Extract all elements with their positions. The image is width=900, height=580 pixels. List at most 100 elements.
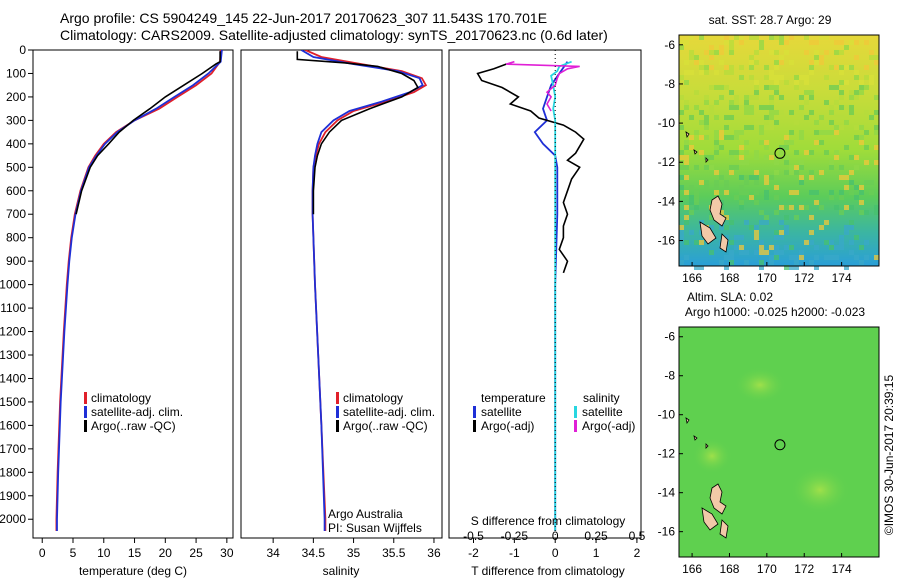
temperature-axes-box bbox=[32, 49, 234, 539]
sst-pixel bbox=[709, 225, 714, 230]
sst-pixel bbox=[859, 185, 864, 190]
sst-pixel bbox=[699, 60, 704, 65]
sst-pixel bbox=[854, 55, 859, 60]
sst-pixel bbox=[869, 180, 874, 185]
sst-pixel bbox=[754, 60, 759, 65]
sst-pixel bbox=[874, 210, 879, 215]
sst-pixel bbox=[694, 60, 699, 65]
sst-pixel bbox=[839, 95, 844, 100]
sst-pixel bbox=[799, 75, 804, 80]
sst-pixel bbox=[759, 120, 764, 125]
sst-pixel bbox=[814, 60, 819, 65]
sst-pixel bbox=[744, 180, 749, 185]
s-difference-scale: -0.5 -0.25 0 0.25 0.5 bbox=[463, 529, 645, 543]
sst-pixel bbox=[799, 135, 804, 140]
sst-pixel bbox=[704, 70, 709, 75]
sst-pixel bbox=[759, 125, 764, 130]
sst-pixel bbox=[799, 160, 804, 165]
sst-pixel bbox=[734, 105, 739, 110]
sst-pixel bbox=[854, 95, 859, 100]
x-tick-label: 0 bbox=[552, 546, 559, 560]
s-difference-tick-label: 0.5 bbox=[629, 529, 646, 543]
sst-pixel bbox=[799, 95, 804, 100]
x-tick-label: 1 bbox=[593, 546, 600, 560]
sst-pixel bbox=[769, 75, 774, 80]
depth-tick-label: 1800 bbox=[0, 465, 26, 479]
sst-pixel bbox=[779, 95, 784, 100]
sst-pixel bbox=[729, 65, 734, 70]
lon-tick-label: 172 bbox=[794, 562, 814, 576]
sst-pixel bbox=[829, 165, 834, 170]
sst-pixel bbox=[809, 115, 814, 120]
island-shape bbox=[719, 519, 729, 539]
sst-pixel bbox=[784, 160, 789, 165]
sst-pixel bbox=[809, 65, 814, 70]
sst-pixel bbox=[699, 110, 704, 115]
legend-label-s-satellite: satellite bbox=[582, 405, 623, 419]
sst-pixel bbox=[859, 140, 864, 145]
sst-pixel bbox=[809, 230, 814, 235]
sst-pixel bbox=[684, 40, 689, 45]
sst-pixel bbox=[694, 190, 699, 195]
sst-pixel bbox=[774, 195, 779, 200]
sst-pixel bbox=[734, 150, 739, 155]
sst-pixel bbox=[749, 110, 754, 115]
sst-pixel bbox=[719, 210, 724, 215]
sst-pixel bbox=[864, 240, 869, 245]
sst-pixel bbox=[719, 145, 724, 150]
sst-pixel bbox=[859, 135, 864, 140]
s-difference-tick-label: -0.5 bbox=[463, 529, 484, 543]
copyright-timestamp: ©IMOS 30-Jun-2017 20:39:15 bbox=[882, 375, 896, 536]
sst-pixel bbox=[844, 265, 849, 270]
sst-pixel bbox=[754, 190, 759, 195]
sst-pixel bbox=[834, 115, 839, 120]
temperature-x-label: temperature (deg C) bbox=[79, 564, 187, 578]
sst-pixel bbox=[784, 245, 789, 250]
sst-pixel bbox=[784, 40, 789, 45]
sst-pixel bbox=[769, 260, 774, 265]
sst-pixel bbox=[729, 255, 734, 260]
legend-swatch-argo bbox=[336, 420, 339, 432]
sst-pixel bbox=[854, 125, 859, 130]
sst-pixel bbox=[804, 150, 809, 155]
sst-pixel bbox=[824, 150, 829, 155]
sst-pixel bbox=[684, 165, 689, 170]
sst-pixel bbox=[799, 165, 804, 170]
sst-pixel bbox=[724, 135, 729, 140]
sst-pixel bbox=[734, 165, 739, 170]
sst-pixel bbox=[854, 255, 859, 260]
lon-tick-label: 172 bbox=[794, 271, 814, 285]
sst-pixel bbox=[724, 235, 729, 240]
legend-swatch-s-satellite bbox=[574, 406, 577, 418]
sst-pixel bbox=[779, 40, 784, 45]
legend-title-temperature: temperature bbox=[481, 391, 546, 405]
sst-pixel bbox=[854, 195, 859, 200]
sst-pixel bbox=[729, 135, 734, 140]
salinity-axes-box bbox=[240, 49, 443, 539]
sst-pixel bbox=[784, 225, 789, 230]
sst-pixel bbox=[729, 50, 734, 55]
depth-tick-label: 1600 bbox=[0, 418, 26, 432]
sst-pixel bbox=[764, 65, 769, 70]
lat-tick-label: -10 bbox=[658, 116, 676, 130]
depth-tick-label: 700 bbox=[6, 207, 26, 221]
sst-pixel bbox=[749, 195, 754, 200]
sst-pixel bbox=[729, 150, 734, 155]
sst-pixel bbox=[804, 90, 809, 95]
sst-pixel bbox=[874, 205, 879, 210]
sst-pixel bbox=[704, 50, 709, 55]
sst-pixel bbox=[789, 170, 794, 175]
sst-pixel bbox=[864, 210, 869, 215]
sst-pixel bbox=[814, 140, 819, 145]
sst-pixel bbox=[839, 240, 844, 245]
sst-pixel bbox=[839, 90, 844, 95]
sst-pixel bbox=[699, 35, 704, 40]
sst-pixel bbox=[844, 120, 849, 125]
lat-tick-label: -6 bbox=[664, 330, 675, 344]
sst-pixel bbox=[729, 100, 734, 105]
sst-pixel bbox=[774, 250, 779, 255]
sst-pixel bbox=[849, 250, 854, 255]
sst-pixel bbox=[699, 65, 704, 70]
sst-pixel bbox=[779, 75, 784, 80]
sst-pixel bbox=[834, 85, 839, 90]
